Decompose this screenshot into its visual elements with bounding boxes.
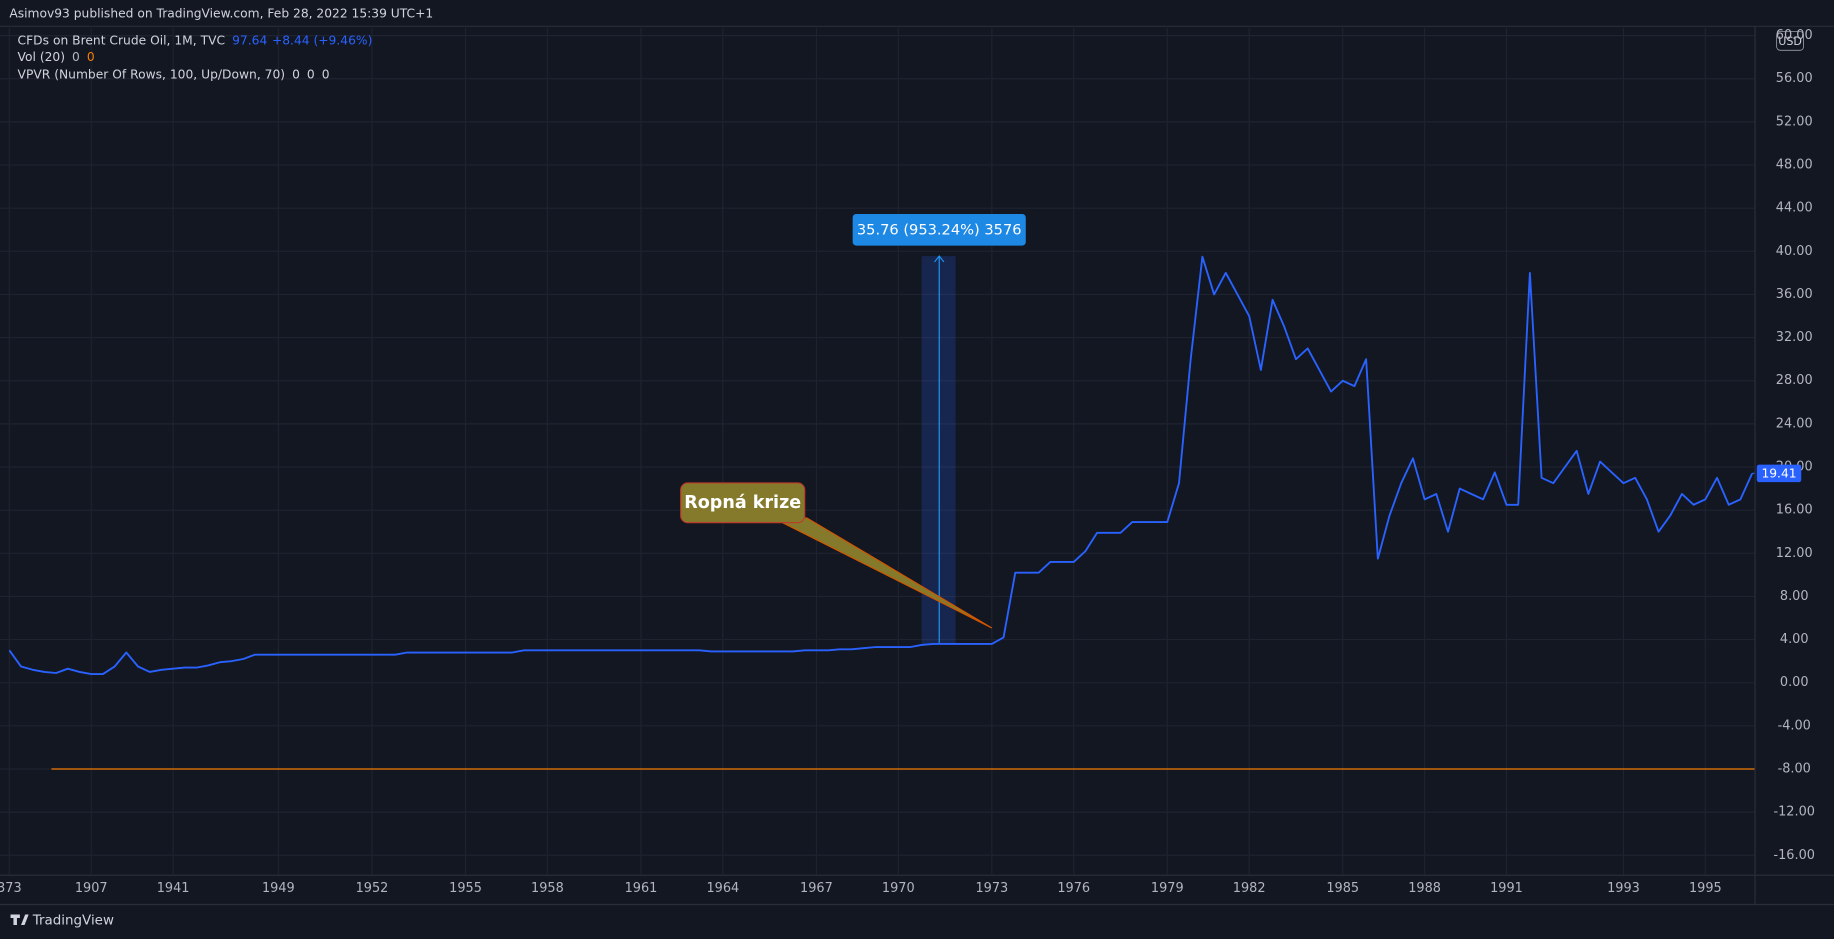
legend-vpvr-row: VPVR (Number Of Rows, 100, Up/Down, 70) … [18, 68, 330, 82]
footer-brand: TradingView [32, 913, 114, 928]
footer-logo [10, 914, 29, 925]
x-tick-label: 1991 [1490, 881, 1523, 896]
x-tick-label: 1964 [706, 881, 739, 896]
y-tick-label: 44.00 [1776, 201, 1813, 216]
y-tick-label: 24.00 [1776, 416, 1813, 431]
y-tick-label: 56.00 [1776, 71, 1813, 86]
x-tick-label: 1985 [1326, 881, 1359, 896]
legend-vpvr-value: 0 [292, 67, 300, 82]
y-tick-label: 12.00 [1776, 546, 1813, 561]
grid [0, 28, 1755, 875]
y-tick-label: 32.00 [1776, 330, 1813, 345]
legend-volume-value: 0 [72, 50, 80, 65]
measure-arrow [934, 255, 945, 263]
callout-text: Ropná krize [684, 493, 801, 513]
measure-label: 35.76 (953.24%) 3576 [857, 221, 1022, 238]
legend-vpvr: VPVR (Number Of Rows, 100, Up/Down, 70) [17, 67, 286, 82]
legend-symbol-row: CFDs on Brent Crude Oil, 1M, TVC 97.64 +… [18, 34, 373, 48]
currency-box [1776, 31, 1804, 51]
y-tick-label: -4.00 [1778, 718, 1811, 733]
y-tick-label: 36.00 [1776, 287, 1813, 302]
x-tick-label: 1982 [1233, 881, 1266, 896]
x-tick-label: 1970 [882, 881, 915, 896]
y-tick-label: 52.00 [1776, 114, 1813, 129]
y-tick-label: 16.00 [1776, 503, 1813, 518]
header-title: Asimov93 published on TradingView.com, F… [9, 7, 433, 21]
y-tick-label: 0.00 [1780, 675, 1809, 690]
legend-symbol: CFDs on Brent Crude Oil, 1M, TVC [17, 33, 226, 48]
y-tick-label: 28.00 [1776, 373, 1813, 388]
legend-volume-value: 0 [86, 50, 95, 65]
plot [8, 255, 1755, 770]
x-tick-label: 1979 [1151, 881, 1184, 896]
legend-volume: Vol (20) [17, 50, 66, 65]
legend-vpvr-value: 0 [321, 67, 330, 82]
x-tick-label: 1958 [531, 881, 564, 896]
x-tick-label: 1961 [625, 881, 658, 896]
y-tick-label: 48.00 [1776, 158, 1813, 173]
x-tick-label: 1976 [1057, 881, 1090, 896]
last-price-box [1756, 464, 1802, 483]
y-tick-label: -8.00 [1778, 761, 1811, 776]
x-tick-label: 1955 [449, 881, 482, 896]
measure-label-box [852, 213, 1026, 246]
y-tick-label: 4.00 [1780, 632, 1809, 647]
legend-change: +8.44 (+9.46%) [271, 33, 373, 48]
legend-vpvr-value: 0 [306, 67, 315, 82]
legend-volume-row: Vol (20) 0 0 [18, 50, 95, 64]
x-tick-label: 1995 [1689, 881, 1722, 896]
x-tick-label: 1988 [1408, 881, 1441, 896]
x-tick-label: 1993 [1607, 881, 1640, 896]
currency: USD [1778, 35, 1802, 48]
y-tick-label: -16.00 [1773, 848, 1814, 863]
x-tick-label: 1941 [157, 881, 190, 896]
price-line [8, 255, 1753, 676]
callout-pointer [765, 513, 993, 629]
x-tick-label: 1907 [75, 881, 108, 896]
x-tick-label: 1949 [262, 881, 295, 896]
y-tick-label: 40.00 [1776, 244, 1813, 259]
y-tick-label: 8.00 [1780, 589, 1809, 604]
callout-box [680, 482, 806, 524]
legend-price: 97.64 [232, 33, 268, 48]
x-tick-label: 1967 [800, 881, 833, 896]
y-tick-label: -12.00 [1773, 805, 1814, 820]
top-bar [0, 0, 1834, 26]
x-tick-label: 373 [0, 881, 22, 896]
x-tick-label: 1952 [356, 881, 389, 896]
x-tick-label: 1973 [975, 881, 1008, 896]
y-tick-label: 60.00 [1776, 28, 1813, 43]
last-price-label: 19.41 [1761, 466, 1796, 480]
